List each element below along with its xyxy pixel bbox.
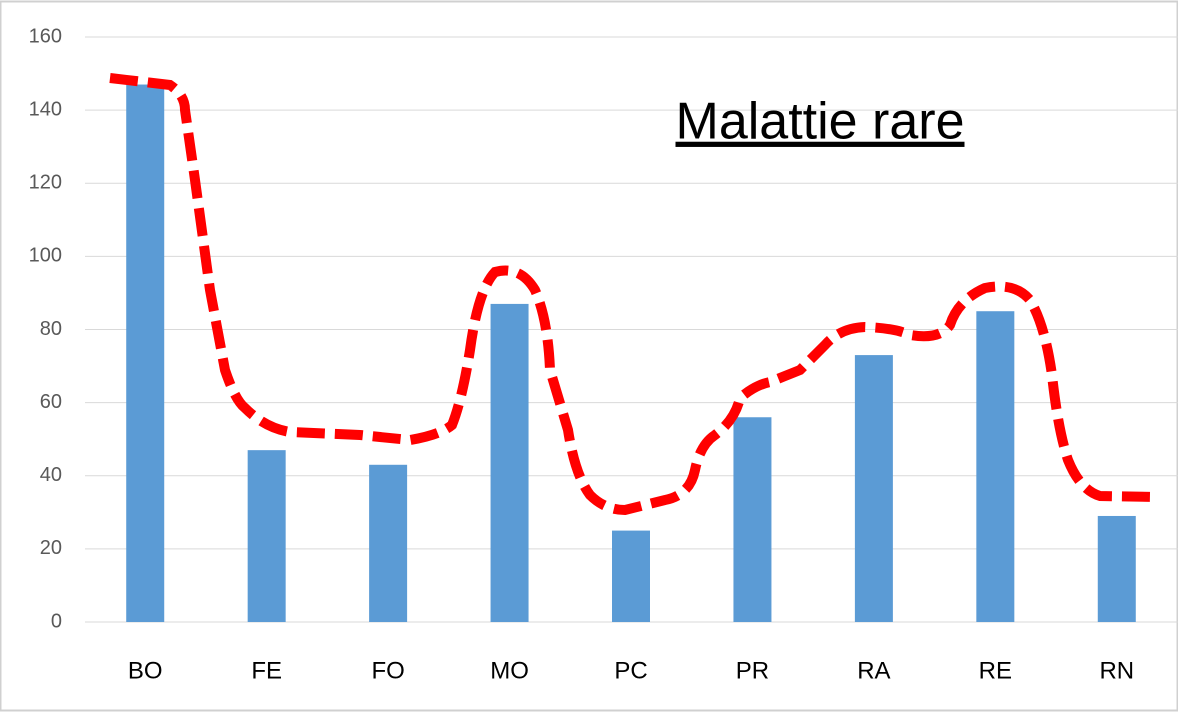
x-tick-label: PC [614,657,647,684]
y-tick-label: 140 [29,98,62,120]
bar [612,530,650,622]
x-tick-label: BO [128,657,163,684]
bar [126,84,165,622]
y-tick-label: 0 [51,610,62,632]
plot-area: 0 20 40 60 80 100 120 140 160 BO FE FO MO PC PR RA RE RN [29,25,1178,684]
x-tick-label: PR [736,657,769,684]
hand-drawn-curve [109,73,1156,516]
bar [247,450,286,622]
y-tick-label: 20 [40,537,62,559]
x-tick-label: RN [1099,657,1134,684]
bar [369,464,408,622]
x-tick-label: FE [251,657,282,684]
y-tick-label: 100 [29,245,62,267]
x-tick-label: MO [490,657,529,684]
bar [490,303,529,622]
x-tick-label: RE [979,657,1012,684]
y-tick-label: 60 [40,391,62,413]
bar [976,311,1015,622]
y-tick-label: 120 [29,172,62,194]
bar [854,355,893,622]
y-tick-label: 40 [40,464,62,486]
bar [1097,515,1136,622]
y-tick-label: 80 [40,318,62,340]
x-tick-label: FO [371,657,404,684]
x-tick-label: RA [857,657,890,684]
chart-title: Malattie rare [676,93,965,151]
y-tick-label: 160 [29,25,62,47]
bar [733,417,772,622]
